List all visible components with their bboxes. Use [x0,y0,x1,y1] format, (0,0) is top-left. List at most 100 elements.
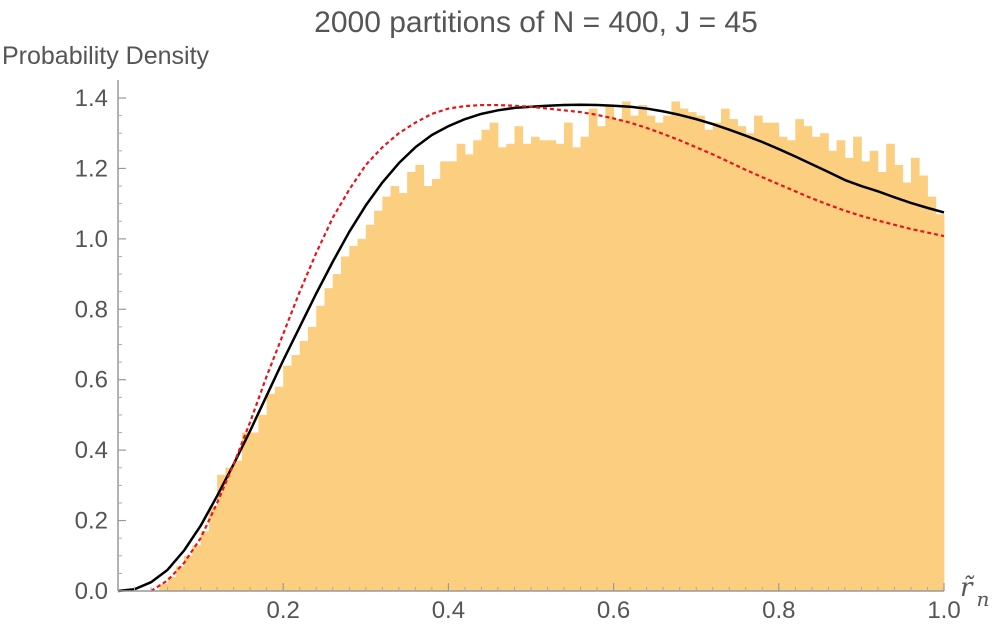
histogram-bar [770,122,780,592]
histogram-bar [613,119,623,591]
x-tick-label: 0.4 [432,597,465,624]
y-tick-label: 0.4 [75,437,108,464]
histogram-bar [407,171,416,591]
histogram-bar [729,119,738,591]
histogram-bar [935,214,945,591]
x-tick-label: 0.8 [762,597,795,624]
histogram-bar [175,566,185,591]
x-axis-label: r̃ n [960,573,989,611]
histogram-bar [787,140,796,591]
histogram-bar [588,108,598,591]
histogram-bar [225,467,235,591]
x-tick-label: 0.6 [597,597,630,624]
histogram-bar [299,340,309,591]
chart-title: 2000 partitions of N = 400, J = 45 [314,6,758,39]
histogram-bar [374,210,383,591]
histogram-bar [597,126,606,592]
y-axis-label: Probability Density [2,42,210,70]
y-tick-label: 1.2 [75,155,108,182]
histogram-bar [159,583,168,591]
histogram-bar [506,143,515,591]
histogram-bar [274,386,284,591]
histogram-bar [886,143,895,591]
histogram-bar [357,238,367,592]
histogram-bar [365,224,375,591]
y-tick-label: 1.4 [75,85,108,112]
histogram-bar [324,288,334,591]
histogram-bar [745,133,755,591]
histogram-bar [522,143,532,591]
histogram-bar [638,105,648,591]
histogram-bar [712,122,722,592]
histogram-bar [531,136,540,592]
histogram-bar [440,161,449,591]
y-tick-label: 0.6 [75,367,108,394]
histogram-bar [250,432,259,591]
curves [117,103,945,593]
x-axis-label-base: r̃ [960,573,975,603]
y-tick-label: 0.2 [75,508,108,535]
histogram-bar [861,161,871,591]
histogram-bar [415,164,425,591]
histogram-bar [398,193,408,591]
histogram-bar [382,196,391,591]
histogram-bar [423,186,433,592]
histogram-bar [208,506,218,591]
y-tick-label: 0.8 [75,296,108,323]
histogram-bar [919,175,928,591]
histogram-bar [555,143,565,591]
x-tick-label: 0.2 [267,597,300,624]
histogram-bar [877,171,887,591]
histogram-bar [836,140,846,591]
histogram-bar [762,122,771,592]
histogram-bar [497,147,507,592]
histogram-bar [654,122,664,592]
x-axis-label-subscript: n [976,587,989,611]
histogram-bar [233,460,243,591]
histogram-bar [869,150,879,591]
histogram-bar [390,186,400,592]
histogram-bar [671,101,681,592]
histogram-bar [811,136,821,592]
histogram-bars [159,101,945,592]
histogram-bar [646,115,656,592]
histogram-bar [894,164,904,591]
histogram-bar [910,157,920,592]
histogram-bar [283,365,292,591]
histogram-bar [514,126,524,592]
histogram-bar [580,136,590,592]
histogram-bar [258,414,268,591]
histogram-bar [737,126,747,592]
histogram-bar [803,126,813,592]
histogram-bar [754,115,763,592]
histogram-bar [184,555,193,591]
histogram-bar [547,140,557,591]
histogram-bar [266,393,276,591]
histogram-bar [927,196,937,591]
ticks: 0.2 0.4 0.6 0.8 1.0 0.0 0.2 0.4 0.6 0.8 1.0 1.2 1.4 [75,85,961,624]
histogram-bar [192,545,201,591]
histogram-bar [720,108,730,591]
histogram-bar [696,115,705,592]
histogram-bar [902,182,912,591]
histogram-bar [795,119,804,591]
histogram-bar [448,161,458,591]
x-tick-label: 1.0 [927,597,960,624]
histogram-bar [456,143,466,591]
histogram-bar [679,108,689,591]
histogram-bar [341,256,350,591]
histogram-bar [167,576,177,591]
y-tick-label: 0.0 [75,578,108,605]
histogram-bar [539,140,548,591]
histogram-bar [307,326,317,591]
histogram-bar [464,154,474,591]
histogram-bar [200,531,210,591]
histogram-bar [828,150,838,591]
histogram-bar [481,129,491,591]
histogram-bar [853,136,862,592]
histogram-bar [473,140,482,591]
histogram-bar [316,305,325,591]
histogram-bar [241,432,251,591]
histogram-bar [663,115,672,592]
histogram-bar [489,122,499,592]
